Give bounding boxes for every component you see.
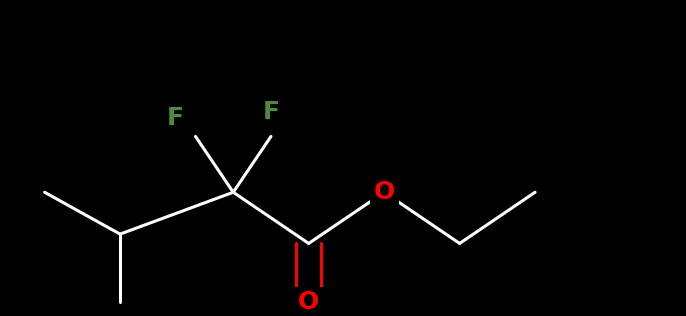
Text: F: F — [167, 106, 183, 130]
Text: F: F — [263, 100, 279, 124]
Text: O: O — [298, 290, 319, 314]
Text: O: O — [374, 180, 394, 204]
